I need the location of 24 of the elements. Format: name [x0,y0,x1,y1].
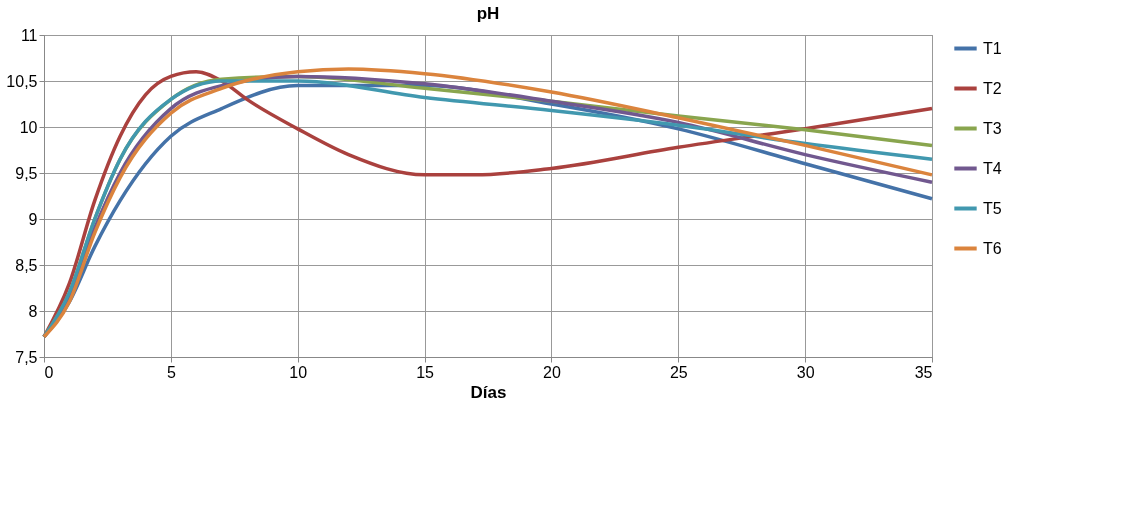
x-tick-label: 25 [669,363,688,381]
x-tick-label: 15 [416,363,435,381]
y-tick-label: 11 [20,26,38,44]
x-tick-label: 35 [914,363,933,381]
legend-label: T1 [983,39,1002,57]
x-tick-label: 10 [289,363,308,381]
x-tick-label: 0 [44,363,54,381]
y-tick-label: 10 [19,118,38,136]
legend-label: T6 [983,239,1002,257]
chart-title: pH [476,4,500,23]
x-axis-title: Días [470,382,507,402]
y-tick-label: 10,5 [6,72,38,90]
legend-label: T3 [983,119,1002,137]
y-tick-label: 8 [28,302,38,320]
x-tick-label: 30 [796,363,815,381]
y-tick-label: 9,5 [15,164,38,182]
y-tick-label: 7,5 [15,348,38,366]
y-tick-label: 8,5 [15,256,38,274]
legend-label: T2 [983,79,1002,97]
legend-label: T4 [983,159,1002,177]
x-tick-label: 20 [543,363,561,381]
x-tick-label: 5 [166,363,176,381]
legend-label: T5 [983,199,1002,217]
y-tick-label: 9 [28,210,38,228]
